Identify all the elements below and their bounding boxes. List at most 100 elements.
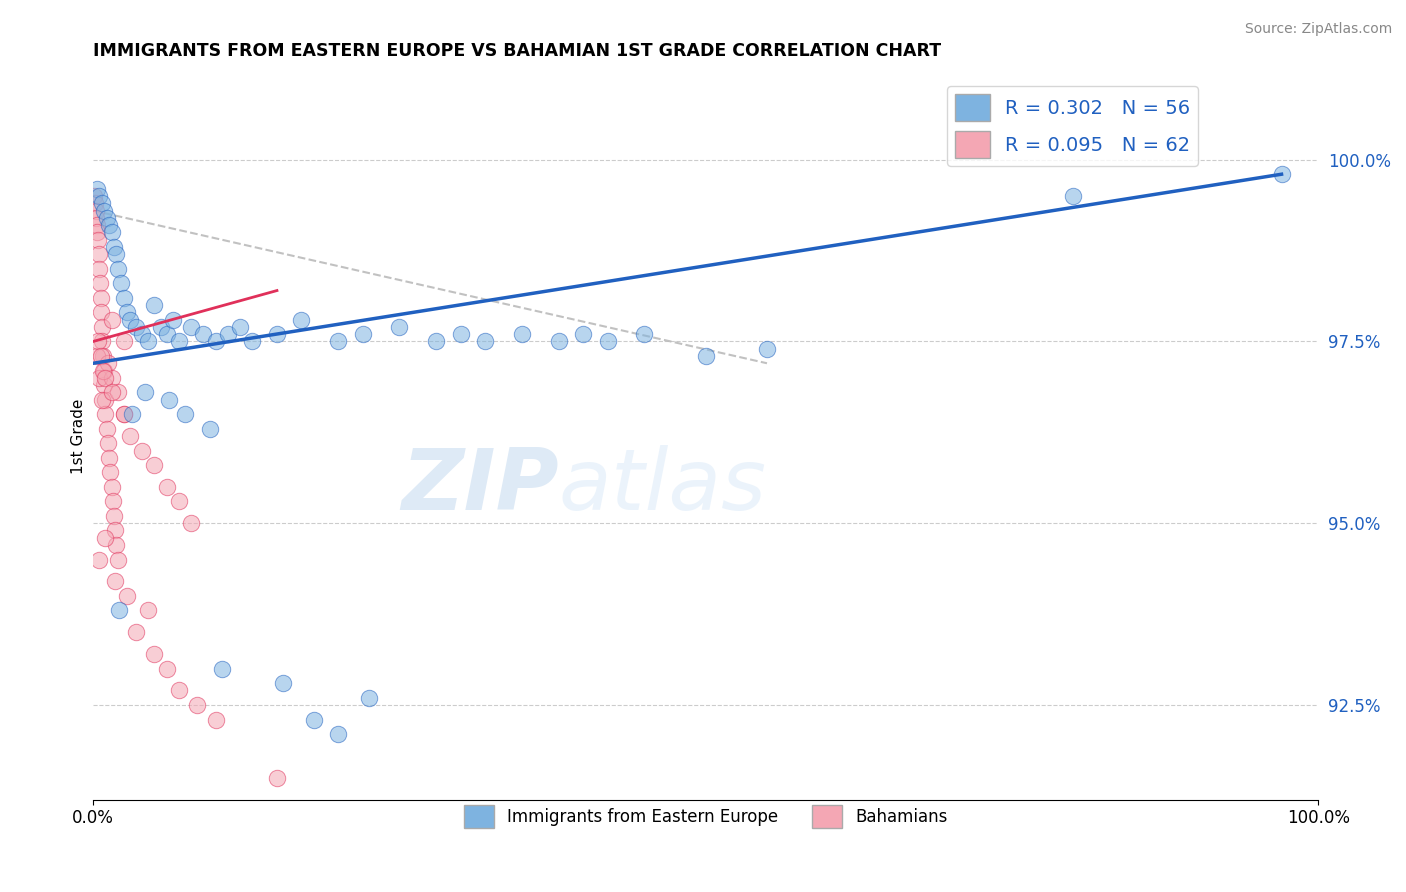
Point	[100, 371, 122, 385]
Point	[104, 574, 127, 589]
Point	[143, 298, 166, 312]
Point	[93, 378, 115, 392]
Point	[90, 196, 112, 211]
Point	[425, 334, 447, 349]
Point	[547, 334, 569, 349]
Point	[266, 327, 288, 342]
Point	[94, 392, 117, 407]
Point	[1270, 167, 1292, 181]
Point	[125, 625, 148, 640]
Point	[103, 508, 125, 523]
Point	[121, 407, 143, 421]
Point	[695, 349, 717, 363]
Point	[93, 363, 115, 377]
Point	[98, 466, 121, 480]
Point	[180, 516, 202, 531]
Point	[149, 319, 172, 334]
Point	[510, 327, 533, 342]
Point	[96, 211, 118, 225]
Point	[388, 319, 411, 334]
Point	[90, 305, 112, 319]
Point	[162, 312, 184, 326]
Point	[98, 218, 121, 232]
Point	[193, 327, 215, 342]
Point	[97, 436, 120, 450]
Point	[143, 458, 166, 472]
Point	[91, 363, 114, 377]
Point	[101, 494, 124, 508]
Point	[84, 203, 107, 218]
Point	[131, 327, 153, 342]
Point	[156, 327, 179, 342]
Point	[86, 182, 108, 196]
Point	[100, 226, 122, 240]
Point	[90, 392, 112, 407]
Point	[474, 334, 496, 349]
Point	[93, 203, 115, 218]
Text: ZIP: ZIP	[401, 445, 558, 528]
Point	[112, 407, 135, 421]
Point	[211, 662, 233, 676]
Point	[104, 524, 127, 538]
Y-axis label: 1st Grade: 1st Grade	[72, 399, 86, 474]
Point	[87, 247, 110, 261]
Text: atlas: atlas	[558, 445, 766, 528]
Text: Source: ZipAtlas.com: Source: ZipAtlas.com	[1244, 22, 1392, 37]
Point	[134, 385, 156, 400]
Point	[91, 334, 114, 349]
Point	[89, 552, 111, 566]
Point	[242, 334, 264, 349]
Point	[136, 334, 159, 349]
Point	[217, 327, 239, 342]
Point	[198, 422, 221, 436]
Point	[100, 385, 122, 400]
Point	[110, 277, 132, 291]
Point	[357, 690, 380, 705]
Point	[94, 531, 117, 545]
Point	[94, 371, 117, 385]
Point	[94, 407, 117, 421]
Point	[105, 247, 128, 261]
Point	[90, 319, 112, 334]
Point	[167, 683, 190, 698]
Point	[302, 713, 325, 727]
Point	[100, 312, 122, 326]
Point	[117, 589, 139, 603]
Point	[180, 319, 202, 334]
Point	[89, 371, 111, 385]
Point	[96, 422, 118, 436]
Point	[143, 647, 166, 661]
Point	[105, 538, 128, 552]
Point	[290, 312, 312, 326]
Point	[86, 218, 108, 232]
Point	[87, 334, 110, 349]
Legend: Immigrants from Eastern Europe, Bahamians: Immigrants from Eastern Europe, Bahamian…	[457, 798, 955, 835]
Point	[596, 334, 619, 349]
Point	[112, 334, 135, 349]
Point	[112, 291, 135, 305]
Point	[84, 211, 107, 225]
Point	[186, 698, 208, 712]
Point	[204, 334, 226, 349]
Point	[125, 319, 148, 334]
Point	[86, 226, 108, 240]
Point	[156, 662, 179, 676]
Point	[204, 713, 226, 727]
Point	[89, 277, 111, 291]
Point	[328, 727, 350, 741]
Point	[118, 429, 141, 443]
Point	[89, 261, 111, 276]
Point	[107, 261, 129, 276]
Point	[167, 494, 190, 508]
Point	[100, 480, 122, 494]
Point	[352, 327, 374, 342]
Point	[756, 342, 779, 356]
Point	[174, 407, 197, 421]
Point	[107, 552, 129, 566]
Point	[91, 349, 114, 363]
Point	[98, 450, 121, 465]
Point	[90, 291, 112, 305]
Point	[90, 349, 112, 363]
Point	[136, 603, 159, 617]
Point	[112, 407, 135, 421]
